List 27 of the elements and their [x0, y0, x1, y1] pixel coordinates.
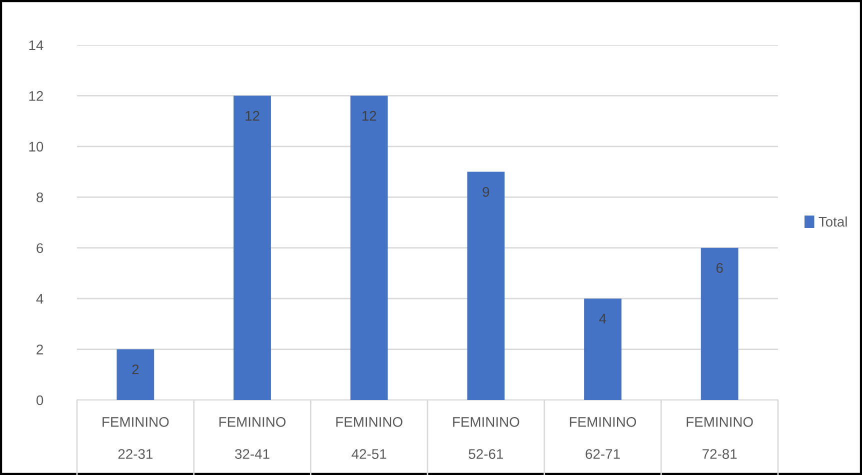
category-label: FEMININO 62-71: [570, 417, 636, 459]
category-label: FEMININO 52-61: [453, 417, 520, 459]
bar: [116, 349, 154, 400]
bar: [234, 96, 271, 400]
category-label: FEMININO 32-41: [219, 417, 286, 459]
y-tick-label: 14: [29, 40, 44, 50]
data-label: 12: [246, 110, 260, 121]
bar: [350, 96, 388, 400]
bar: [700, 248, 738, 400]
legend-label: Total: [818, 216, 847, 227]
y-tick-label: 6: [36, 243, 44, 254]
data-label: 4: [599, 314, 606, 324]
data-label: 9: [482, 186, 490, 197]
y-tick-label: 10: [29, 142, 44, 152]
category-label: FEMININO 42-51: [336, 417, 402, 459]
y-tick-label: 0: [36, 395, 44, 406]
category-label: FEMININO 72-81: [686, 417, 753, 459]
y-tick-label: 2: [36, 344, 43, 354]
category-label: FEMININO 22-31: [102, 417, 169, 459]
bar: [584, 298, 622, 400]
y-tick-label: 4: [36, 294, 44, 304]
bar: [467, 172, 505, 400]
y-tick-label: 12: [29, 91, 43, 101]
data-label: 12: [362, 110, 376, 121]
y-tick-label: 8: [36, 192, 44, 202]
data-label: 2: [132, 364, 139, 374]
data-label: 6: [716, 263, 723, 273]
